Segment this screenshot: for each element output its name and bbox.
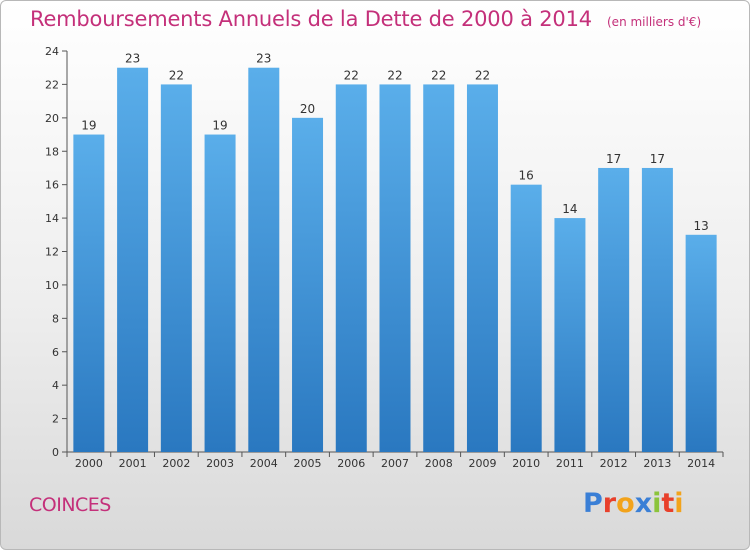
y-tick-label: 14 [45,212,59,225]
data-label: 22 [431,68,446,82]
x-tick-label: 2001 [119,457,147,470]
x-tick-label: 2003 [206,457,234,470]
bar [685,234,717,452]
x-tick-label: 2013 [643,457,671,470]
y-tick-label: 10 [45,279,59,292]
data-label: 14 [562,202,577,216]
bar [73,134,105,452]
data-label: 20 [300,102,315,116]
y-tick-label: 18 [45,145,59,158]
x-tick-label: 2000 [75,457,103,470]
x-tick-label: 2011 [556,457,584,470]
y-tick-label: 0 [52,446,59,459]
bar [117,67,149,452]
x-tick-label: 2012 [600,457,628,470]
data-label: 22 [475,68,490,82]
commune-name: COINCES [29,494,111,516]
x-tick-label: 2005 [294,457,322,470]
y-tick-label: 4 [52,379,59,392]
data-label: 22 [344,68,359,82]
logo-letter: i [674,488,684,519]
data-label: 13 [693,219,708,233]
y-tick-label: 2 [52,413,59,426]
bar [160,84,192,453]
x-tick-label: 2008 [425,457,453,470]
data-labels: 19 23 22 19 23 20 22 22 22 22 16 14 17 17 13 [81,52,709,233]
y-tick-label: 12 [45,246,59,259]
logo-letter: r [602,488,617,519]
bar [554,218,586,452]
y-tick-label: 20 [45,112,59,125]
bar [248,67,280,452]
data-label: 22 [169,68,184,82]
data-label: 16 [519,169,534,183]
data-label: 17 [606,152,621,166]
logo-letter: P [583,488,603,519]
y-tick-label: 6 [52,346,59,359]
chart-title-block: Remboursements Annuels de la Dette de 20… [30,7,701,31]
data-label: 19 [81,119,96,133]
bar [510,184,542,452]
y-tick-label: 24 [45,45,59,58]
proxiti-logo: Proxiti [583,488,684,519]
x-tick-label: 2009 [468,457,496,470]
bar [335,84,367,453]
x-tick-label: 2004 [250,457,278,470]
bar [204,134,236,452]
data-label: 23 [256,52,271,66]
data-label: 23 [125,52,140,66]
bar [641,167,673,453]
data-label: 19 [212,119,227,133]
logo-letter: o [616,488,635,519]
chart-title: Remboursements Annuels de la Dette de 20… [30,7,592,31]
x-tick-label: 2007 [381,457,409,470]
data-label: 17 [650,152,665,166]
x-tick-label: 2014 [687,457,715,470]
x-tick-label: 2002 [162,457,190,470]
bar [423,84,455,453]
x-tick-label: 2010 [512,457,540,470]
bar [466,84,498,453]
bars [73,67,717,453]
logo-letter: x [634,488,653,519]
bar [598,167,630,453]
x-tick-label: 2006 [337,457,365,470]
chart-unit: (en milliers d'€) [607,15,702,29]
data-label: 22 [387,68,402,82]
y-tick-label: 16 [45,179,59,192]
bar [292,117,324,452]
bar [379,84,411,453]
logo-letter: i [652,488,662,519]
logo-letter: t [661,488,675,519]
y-tick-label: 22 [45,78,59,91]
y-tick-label: 8 [52,312,59,325]
